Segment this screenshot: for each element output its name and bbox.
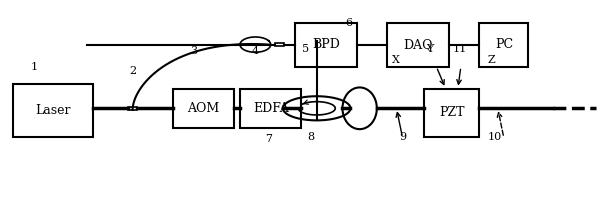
Text: 7: 7 (265, 134, 272, 144)
Text: Y: Y (427, 44, 434, 54)
Text: 9: 9 (399, 132, 406, 142)
Text: AOM: AOM (187, 102, 220, 115)
Bar (479, 23, 528, 67)
Text: 4: 4 (252, 46, 259, 56)
Text: 1: 1 (31, 62, 38, 72)
Text: 2: 2 (129, 66, 136, 76)
Text: DAQ: DAQ (403, 38, 433, 51)
Text: 5: 5 (302, 44, 309, 54)
Text: PC: PC (495, 38, 513, 51)
Bar (128, 107, 137, 110)
Text: 8: 8 (307, 132, 314, 142)
Bar (295, 23, 357, 67)
Text: Laser: Laser (35, 104, 71, 117)
Bar (172, 89, 234, 128)
Text: EDFA: EDFA (253, 102, 288, 115)
Text: 3: 3 (191, 46, 197, 56)
Bar (240, 89, 301, 128)
Bar (276, 43, 285, 46)
Text: 10: 10 (488, 132, 502, 142)
Text: BPD: BPD (312, 38, 340, 51)
Text: 11: 11 (453, 44, 467, 54)
Text: PZT: PZT (439, 106, 464, 119)
Text: 6: 6 (345, 18, 352, 28)
Text: X: X (392, 55, 400, 65)
Bar (424, 89, 479, 137)
Text: Z: Z (488, 55, 496, 65)
Bar (387, 23, 448, 67)
Bar (13, 84, 93, 137)
